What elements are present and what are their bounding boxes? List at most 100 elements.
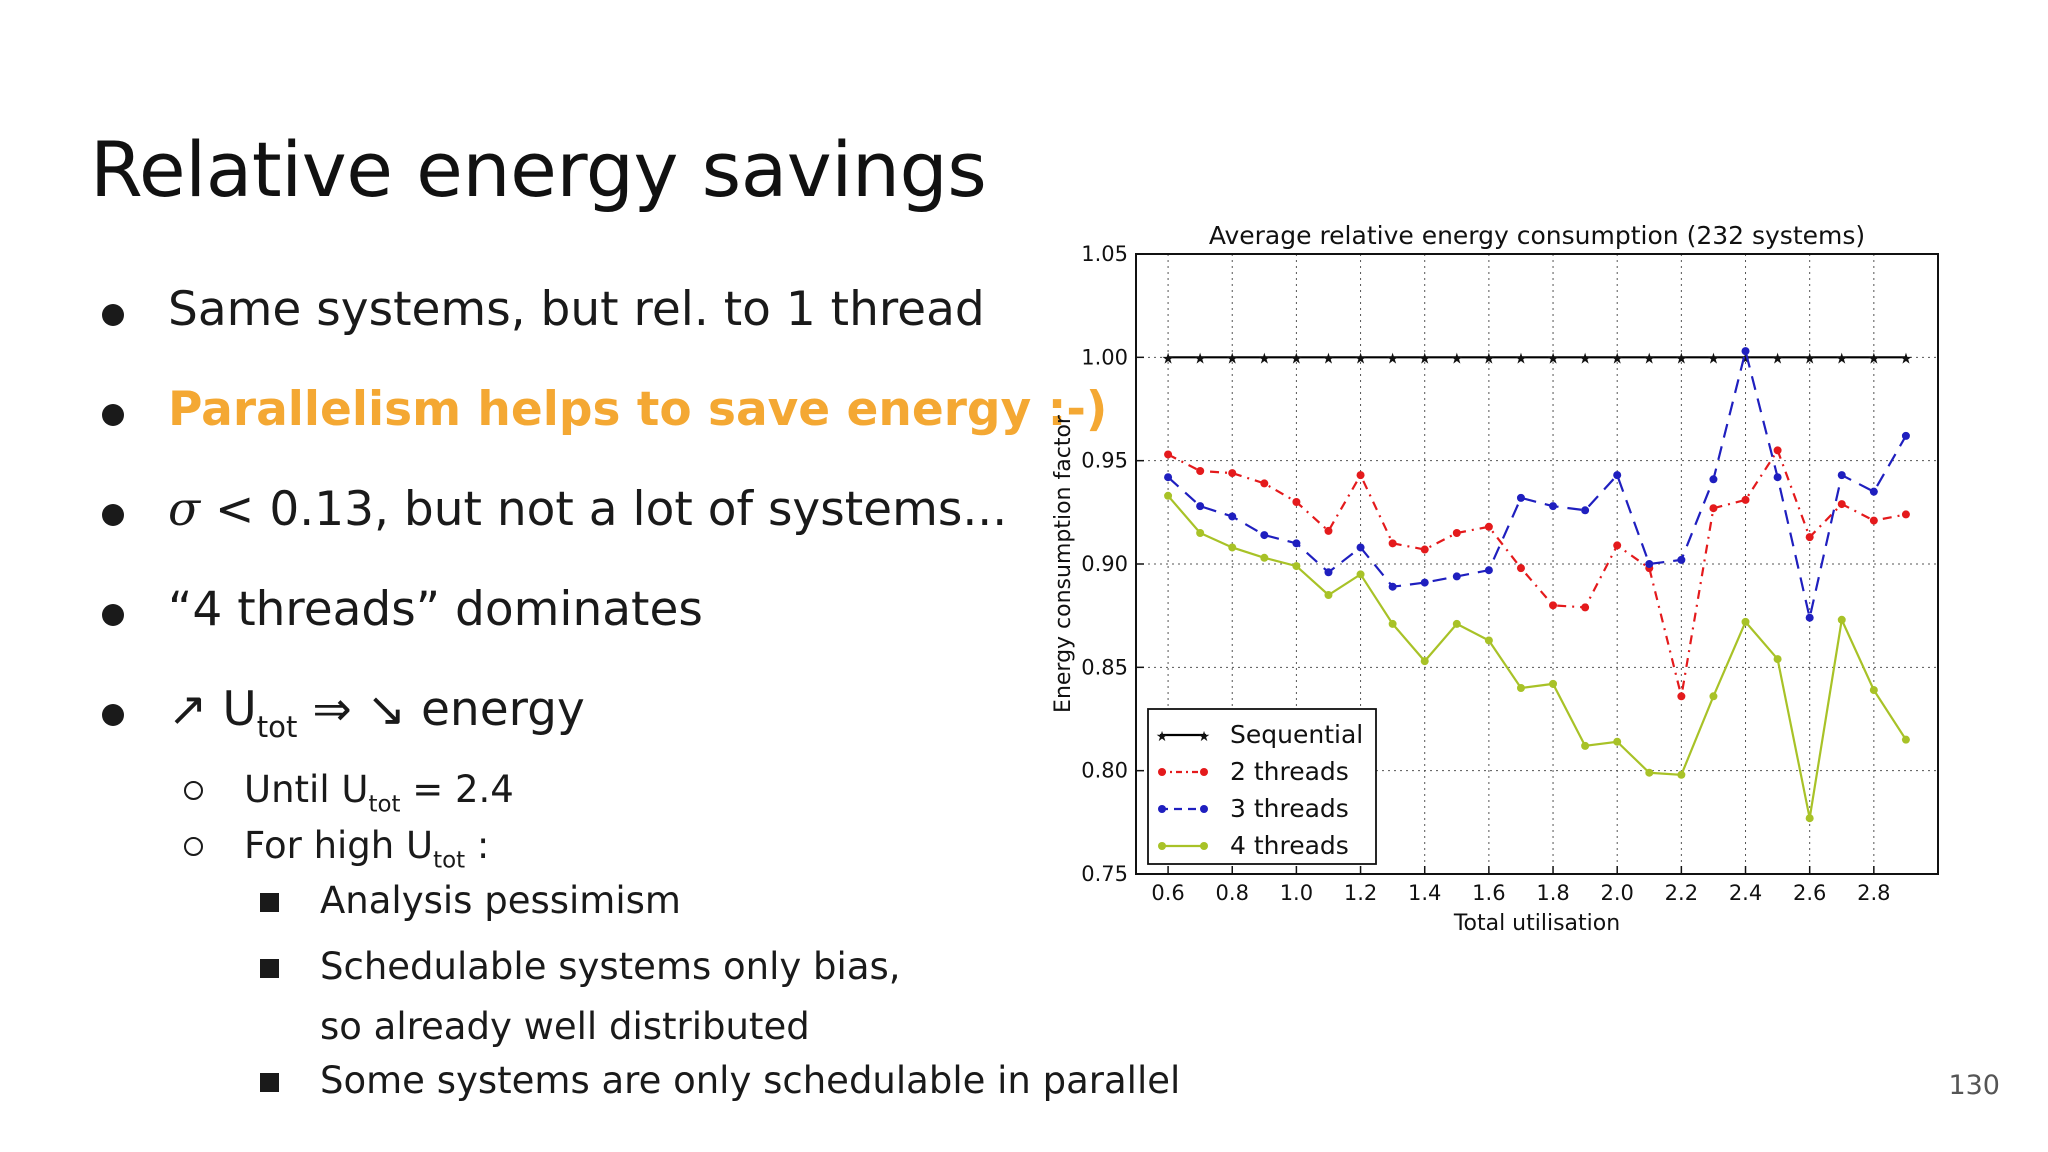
data-point — [1260, 553, 1269, 562]
sub-bullet-until: Until Utot = 2.4 — [244, 766, 514, 829]
data-point — [1260, 479, 1269, 488]
data-point — [1901, 431, 1910, 440]
data-point — [1452, 529, 1461, 537]
data-point-star: ★ — [1193, 349, 1206, 367]
x-tick-label: 0.8 — [1216, 881, 1249, 905]
implies-icon: ⇒ — [297, 682, 367, 737]
data-point — [1773, 446, 1782, 455]
data-point — [1581, 603, 1590, 612]
data-point-star: ★ — [1290, 349, 1303, 367]
sub-bullet-ring — [184, 781, 203, 800]
bullet-dot — [102, 404, 124, 426]
data-point — [1420, 578, 1429, 587]
x-tick-label: 1.2 — [1344, 881, 1377, 905]
until-subscript: tot — [368, 791, 401, 818]
data-point — [1709, 504, 1718, 513]
data-point — [1324, 526, 1333, 535]
arrow-up-right-icon: ↗ — [168, 682, 208, 737]
high-u-subscript: tot — [433, 847, 466, 874]
data-point-star: ★ — [1514, 349, 1527, 367]
x-axis-label: Total utilisation — [1453, 911, 1620, 936]
data-point — [1837, 615, 1846, 624]
bullet-dot — [102, 704, 124, 726]
data-point — [1837, 471, 1846, 480]
data-point — [1837, 500, 1846, 509]
data-point — [1452, 619, 1461, 628]
legend-marker — [1200, 805, 1208, 813]
energy-chart: ★ ★ ★ ★ ★ ★ ★ ★ ★ ★ ★ ★ ★ ★ ★ ★ ★ ★ ★ ★ ★ ★ ★ ★ 0.6 0.8 1.0 1.2 1.4 1… — [1051, 221, 1939, 936]
data-point — [1677, 770, 1686, 779]
y-tick-label: 1.05 — [1081, 242, 1128, 266]
series-line-3 — [1167, 350, 1907, 618]
bullet-four-threads: “4 threads” dominates — [168, 582, 703, 637]
data-point — [1196, 502, 1205, 511]
bullet-dot — [102, 604, 124, 626]
data-point — [1581, 506, 1590, 515]
data-point — [1677, 555, 1686, 564]
data-point — [1260, 531, 1269, 540]
legend-marker — [1158, 842, 1166, 850]
data-point — [1869, 686, 1878, 695]
data-point — [1773, 655, 1782, 664]
y-tick-label: 0.75 — [1081, 862, 1128, 886]
data-point — [1805, 533, 1814, 542]
x-tick-label: 1.0 — [1280, 881, 1313, 905]
x-tick-label: 2.2 — [1665, 881, 1698, 905]
data-point-star: ★ — [1578, 349, 1591, 367]
data-point — [1677, 692, 1686, 701]
data-point-star: ★ — [1643, 349, 1656, 367]
high-u-colon: : — [465, 824, 490, 867]
data-point — [1228, 543, 1237, 552]
legend-marker — [1200, 768, 1208, 776]
x-tick-label: 2.4 — [1729, 881, 1762, 905]
data-point — [1549, 679, 1558, 688]
data-point — [1164, 473, 1173, 482]
item-schedulable-bias-cont: so already well distributed — [320, 1005, 810, 1048]
bullet-utilisation: ↗ Utot ⇒ ↘ energy — [168, 680, 585, 757]
y-tick-label: 0.90 — [1081, 552, 1128, 576]
slide-title: Relative energy savings — [90, 125, 987, 214]
data-point — [1869, 516, 1878, 525]
sub-sub-bullet-square — [260, 959, 279, 978]
data-point — [1356, 543, 1365, 552]
data-point — [1773, 473, 1782, 482]
sigma-symbol: σ — [168, 482, 201, 537]
data-point — [1709, 692, 1718, 701]
y-tick-label: 0.85 — [1081, 655, 1128, 679]
data-point — [1613, 737, 1622, 746]
data-point — [1516, 564, 1525, 573]
data-point — [1901, 510, 1910, 519]
sub-sub-bullet-square — [260, 1073, 279, 1092]
arrow-down-right-icon: ↘ — [366, 682, 407, 737]
data-point — [1164, 450, 1173, 459]
data-point — [1420, 657, 1429, 666]
data-point-star: ★ — [1835, 349, 1848, 367]
data-point — [1292, 562, 1301, 571]
item-schedulable-parallel: Some systems are only schedulable in par… — [320, 1059, 1181, 1102]
data-point-star: ★ — [1418, 349, 1431, 367]
data-point-star: ★ — [1450, 349, 1463, 367]
data-point — [1901, 735, 1910, 744]
data-point-star: ★ — [1354, 349, 1367, 367]
data-point — [1388, 619, 1397, 628]
bullet-sigma: σ < 0.13, but not a lot of systems... — [168, 480, 1007, 540]
data-point — [1741, 347, 1750, 356]
until-value: = 2.4 — [400, 768, 514, 811]
x-tick-label: 1.8 — [1536, 881, 1569, 905]
bullet-dot — [102, 304, 124, 326]
bullet-parallelism: Parallelism helps to save energy :-) — [168, 382, 1108, 437]
data-point — [1324, 568, 1333, 577]
legend-marker — [1200, 842, 1208, 850]
legend-marker — [1158, 805, 1166, 813]
data-point — [1741, 617, 1750, 626]
data-point — [1292, 539, 1301, 548]
y-tick-label: 0.95 — [1081, 449, 1128, 473]
series-line-2 — [1167, 447, 1907, 697]
energy-word: energy — [406, 682, 585, 737]
y-tick-label: 1.00 — [1081, 345, 1128, 369]
data-point — [1324, 591, 1333, 599]
legend-marker-star: ★ — [1198, 729, 1211, 745]
data-point-star: ★ — [1161, 349, 1174, 367]
data-point-star: ★ — [1899, 349, 1912, 367]
data-point — [1420, 545, 1429, 554]
